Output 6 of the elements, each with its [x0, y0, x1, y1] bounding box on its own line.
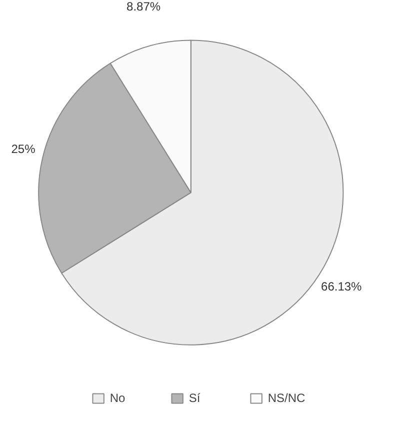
data-label: 25%	[11, 142, 36, 156]
legend-label: No	[110, 391, 126, 405]
data-label: 66.13%	[321, 280, 362, 294]
legend-label: NS/NC	[268, 391, 306, 405]
legend-label: Sí	[188, 391, 202, 405]
data-label: 8.87%	[126, 0, 161, 14]
